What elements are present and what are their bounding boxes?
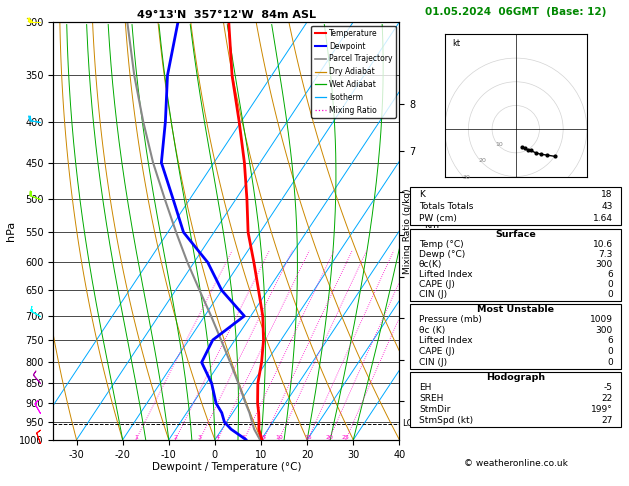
Text: θᴄ (K): θᴄ (K) xyxy=(419,326,445,335)
Text: 6: 6 xyxy=(242,435,246,440)
Text: CAPE (J): CAPE (J) xyxy=(419,280,455,289)
Text: 25: 25 xyxy=(342,435,350,440)
Text: 43: 43 xyxy=(601,202,613,211)
Text: 10: 10 xyxy=(275,435,282,440)
Text: 300: 300 xyxy=(596,260,613,269)
Text: 6: 6 xyxy=(607,270,613,279)
Text: Most Unstable: Most Unstable xyxy=(477,305,554,314)
Text: 20: 20 xyxy=(325,435,333,440)
Legend: Temperature, Dewpoint, Parcel Trajectory, Dry Adiabat, Wet Adiabat, Isotherm, Mi: Temperature, Dewpoint, Parcel Trajectory… xyxy=(311,26,396,118)
Text: PW (cm): PW (cm) xyxy=(419,214,457,223)
Text: 2: 2 xyxy=(174,435,177,440)
Title: 49°13'N  357°12'W  84m ASL: 49°13'N 357°12'W 84m ASL xyxy=(137,10,316,20)
Text: 22: 22 xyxy=(601,394,613,403)
Text: 8: 8 xyxy=(262,435,265,440)
Text: Surface: Surface xyxy=(496,230,536,239)
Text: LCL: LCL xyxy=(402,419,417,428)
Text: Dewp (°C): Dewp (°C) xyxy=(419,250,465,259)
Text: 18: 18 xyxy=(601,190,613,199)
Text: 1.64: 1.64 xyxy=(593,214,613,223)
Text: 3: 3 xyxy=(198,435,202,440)
Text: 27: 27 xyxy=(601,416,613,425)
X-axis label: Dewpoint / Temperature (°C): Dewpoint / Temperature (°C) xyxy=(152,462,301,472)
Text: 199°: 199° xyxy=(591,405,613,414)
Y-axis label: km
ASL: km ASL xyxy=(423,220,441,242)
Text: 10.6: 10.6 xyxy=(593,240,613,249)
Text: CAPE (J): CAPE (J) xyxy=(419,347,455,356)
Bar xyxy=(410,372,621,427)
Text: 01.05.2024  06GMT  (Base: 12): 01.05.2024 06GMT (Base: 12) xyxy=(425,7,606,17)
Text: Lifted Index: Lifted Index xyxy=(419,270,472,279)
Bar xyxy=(410,187,621,226)
Text: CIN (J): CIN (J) xyxy=(419,358,447,367)
Text: Temp (°C): Temp (°C) xyxy=(419,240,464,249)
Text: 1009: 1009 xyxy=(589,315,613,324)
Text: 0: 0 xyxy=(607,358,613,367)
Text: 1: 1 xyxy=(134,435,138,440)
Text: © weatheronline.co.uk: © weatheronline.co.uk xyxy=(464,459,568,469)
Text: StmSpd (kt): StmSpd (kt) xyxy=(419,416,473,425)
Y-axis label: hPa: hPa xyxy=(6,221,16,241)
Text: θᴄ(K): θᴄ(K) xyxy=(419,260,442,269)
Text: -5: -5 xyxy=(604,383,613,392)
Text: 15: 15 xyxy=(304,435,311,440)
Text: EH: EH xyxy=(419,383,431,392)
Text: 300: 300 xyxy=(596,326,613,335)
Text: Hodograph: Hodograph xyxy=(486,373,545,382)
Bar xyxy=(410,228,621,301)
Text: 4: 4 xyxy=(216,435,220,440)
Text: 0: 0 xyxy=(607,347,613,356)
Text: 7.3: 7.3 xyxy=(598,250,613,259)
Text: StmDir: StmDir xyxy=(419,405,450,414)
Text: 6: 6 xyxy=(607,336,613,346)
Text: CIN (J): CIN (J) xyxy=(419,290,447,299)
Text: SREH: SREH xyxy=(419,394,443,403)
Text: Mixing Ratio (g/kg): Mixing Ratio (g/kg) xyxy=(403,188,411,274)
Text: 0: 0 xyxy=(607,280,613,289)
Text: Lifted Index: Lifted Index xyxy=(419,336,472,346)
Text: K: K xyxy=(419,190,425,199)
Bar xyxy=(410,304,621,369)
Text: Totals Totals: Totals Totals xyxy=(419,202,473,211)
Text: Pressure (mb): Pressure (mb) xyxy=(419,315,482,324)
Text: 0: 0 xyxy=(607,290,613,299)
